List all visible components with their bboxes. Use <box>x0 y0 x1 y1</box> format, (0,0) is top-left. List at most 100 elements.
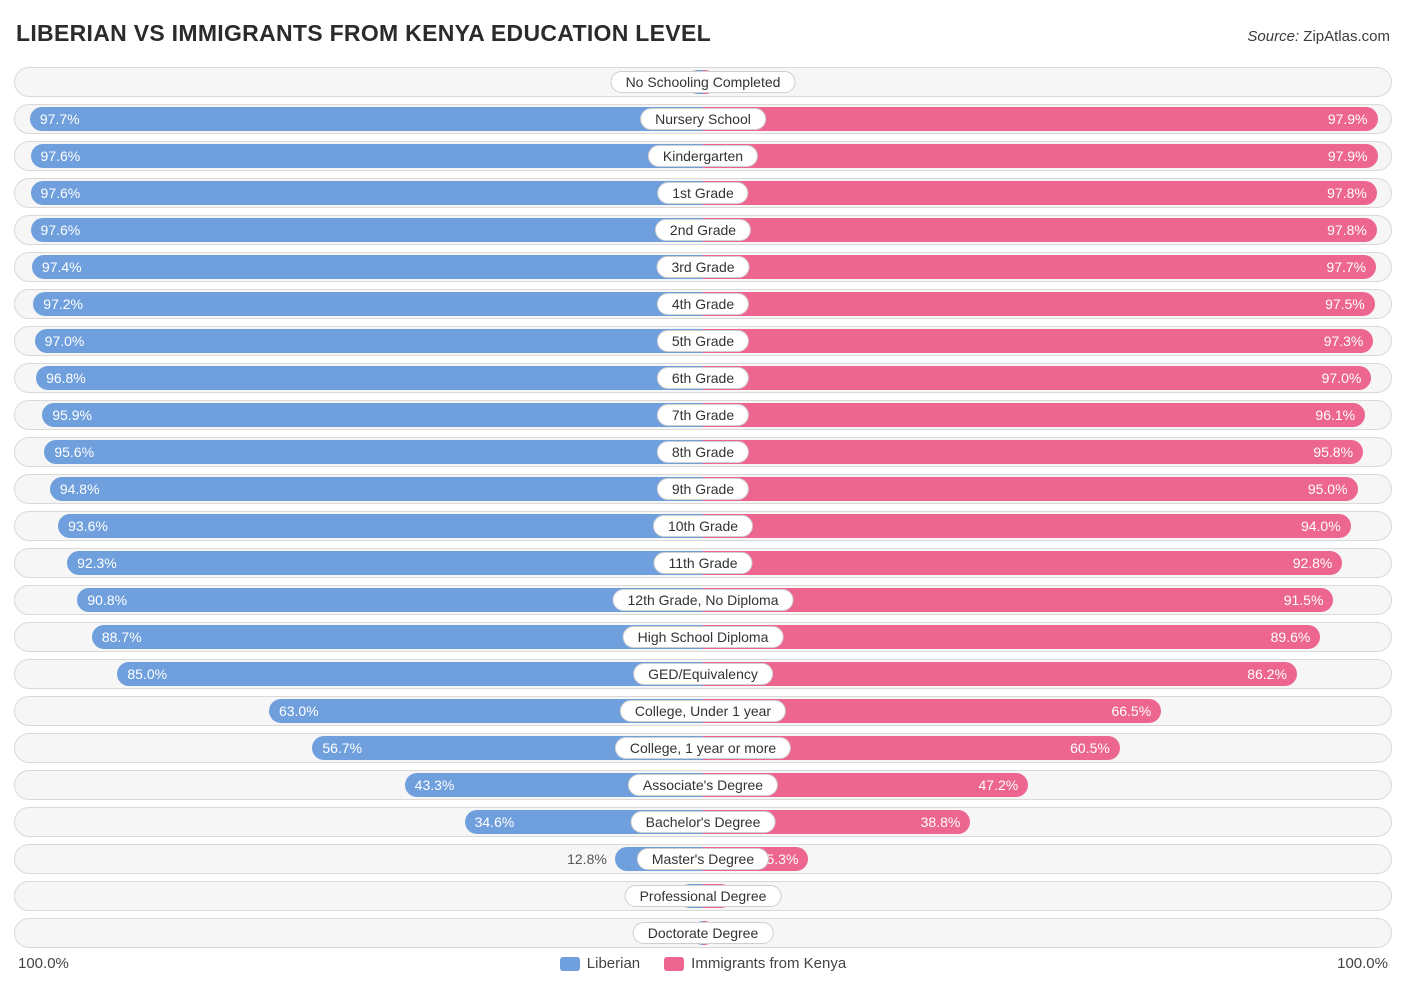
bar-half-right: 97.5% <box>703 289 1392 319</box>
bar-half-left: 97.4% <box>14 252 703 282</box>
value-right: 96.1% <box>1315 403 1355 427</box>
bar-half-left: 97.6% <box>14 215 703 245</box>
bar-left: 97.7% <box>30 107 703 131</box>
value-right: 95.8% <box>1313 440 1353 464</box>
bar-left: 97.2% <box>33 292 703 316</box>
legend-swatch-left <box>560 957 580 971</box>
source-value: ZipAtlas.com <box>1303 28 1390 45</box>
category-label: High School Diploma <box>623 626 784 648</box>
bar-half-right: 92.8% <box>703 548 1392 578</box>
bar-half-right: 86.2% <box>703 659 1392 689</box>
category-label: 3rd Grade <box>656 256 749 278</box>
value-right: 97.3% <box>1324 329 1364 353</box>
value-right: 97.7% <box>1326 255 1366 279</box>
chart-header: LIBERIAN VS IMMIGRANTS FROM KENYA EDUCAT… <box>14 20 1392 47</box>
bar-half-left: 63.0% <box>14 696 703 726</box>
bar-half-left: 12.8% <box>14 844 703 874</box>
chart-row: 88.7%89.6%High School Diploma <box>14 622 1392 652</box>
chart-row: 12.8%15.3%Master's Degree <box>14 844 1392 874</box>
category-label: 2nd Grade <box>655 219 751 241</box>
bar-right: 97.8% <box>703 218 1377 242</box>
source-label: Source: <box>1247 28 1299 45</box>
bar-half-right: 2.1% <box>703 67 1392 97</box>
bar-half-left: 97.0% <box>14 326 703 356</box>
bar-right: 97.7% <box>703 255 1376 279</box>
value-left: 97.6% <box>41 181 81 205</box>
value-left: 97.4% <box>42 255 82 279</box>
bar-half-right: 97.8% <box>703 215 1392 245</box>
category-label: 12th Grade, No Diploma <box>613 589 794 611</box>
legend-swatch-right <box>664 957 684 971</box>
value-left: 63.0% <box>279 699 319 723</box>
bar-right: 86.2% <box>703 662 1297 686</box>
value-left: 96.8% <box>46 366 86 390</box>
category-label: Associate's Degree <box>628 774 778 796</box>
bar-left: 92.3% <box>67 551 703 575</box>
chart-legend: Liberian Immigrants from Kenya <box>560 955 846 972</box>
bar-left: 97.4% <box>32 255 703 279</box>
bar-half-right: 60.5% <box>703 733 1392 763</box>
chart-row: 96.8%97.0%6th Grade <box>14 363 1392 393</box>
value-right: 97.0% <box>1322 366 1362 390</box>
value-left: 85.0% <box>127 662 167 686</box>
value-right: 66.5% <box>1111 699 1151 723</box>
bar-right: 95.8% <box>703 440 1363 464</box>
category-label: Master's Degree <box>637 848 769 870</box>
bar-right: 97.3% <box>703 329 1373 353</box>
category-label: College, 1 year or more <box>615 737 791 759</box>
bar-left: 97.6% <box>31 181 703 205</box>
value-right: 47.2% <box>979 773 1019 797</box>
bar-half-right: 38.8% <box>703 807 1392 837</box>
category-label: Bachelor's Degree <box>631 811 776 833</box>
bar-half-left: 95.6% <box>14 437 703 467</box>
bar-half-right: 47.2% <box>703 770 1392 800</box>
chart-row: 97.2% 97.5% 4th Grade <box>14 289 1392 319</box>
value-left: 97.6% <box>41 144 81 168</box>
value-right: 95.0% <box>1308 477 1348 501</box>
bar-half-right: 97.3% <box>703 326 1392 356</box>
chart-row: 95.6%95.8%8th Grade <box>14 437 1392 467</box>
category-label: Doctorate Degree <box>633 922 774 944</box>
value-left: 92.3% <box>77 551 117 575</box>
legend-item-right: Immigrants from Kenya <box>664 955 846 972</box>
legend-label-left: Liberian <box>587 955 640 972</box>
bar-left: 85.0% <box>117 662 703 686</box>
bar-half-right: 1.9% <box>703 918 1392 948</box>
bar-right: 92.8% <box>703 551 1342 575</box>
chart-row: 97.0%97.3%5th Grade <box>14 326 1392 356</box>
value-left: 97.0% <box>45 329 85 353</box>
bar-half-left: 34.6% <box>14 807 703 837</box>
bar-half-right: 95.8% <box>703 437 1392 467</box>
chart-row: 97.6%97.9%Kindergarten <box>14 141 1392 171</box>
value-right: 91.5% <box>1284 588 1324 612</box>
chart-row: 63.0%66.5%College, Under 1 year <box>14 696 1392 726</box>
bar-right: 97.9% <box>703 107 1378 131</box>
bar-half-left: 56.7% <box>14 733 703 763</box>
bar-half-left: 96.8% <box>14 363 703 393</box>
bar-half-left: 97.7% <box>14 104 703 134</box>
bar-half-right: 89.6% <box>703 622 1392 652</box>
category-label: Nursery School <box>640 108 766 130</box>
bar-right: 96.1% <box>703 403 1365 427</box>
value-right: 97.9% <box>1328 107 1368 131</box>
category-label: 4th Grade <box>657 293 749 315</box>
bar-left: 96.8% <box>36 366 703 390</box>
bar-left: 97.6% <box>31 218 703 242</box>
bar-half-right: 4.4% <box>703 881 1392 911</box>
chart-row: 95.9%96.1%7th Grade <box>14 400 1392 430</box>
bar-right: 97.5% <box>703 292 1375 316</box>
value-left: 93.6% <box>68 514 108 538</box>
value-right: 97.5% <box>1325 292 1365 316</box>
chart-footer: 100.0% Liberian Immigrants from Kenya 10… <box>14 955 1392 972</box>
category-label: 10th Grade <box>653 515 753 537</box>
value-left: 95.9% <box>52 403 92 427</box>
bar-half-left: 90.8% <box>14 585 703 615</box>
value-left: 90.8% <box>87 588 127 612</box>
chart-title: LIBERIAN VS IMMIGRANTS FROM KENYA EDUCAT… <box>16 20 711 47</box>
value-left: 95.6% <box>54 440 94 464</box>
diverging-bar-chart: 2.4%2.1%No Schooling Completed97.7%97.9%… <box>14 67 1392 948</box>
category-label: Kindergarten <box>648 145 758 167</box>
bar-half-right: 94.0% <box>703 511 1392 541</box>
bar-right: 97.0% <box>703 366 1371 390</box>
value-right: 89.6% <box>1271 625 1311 649</box>
